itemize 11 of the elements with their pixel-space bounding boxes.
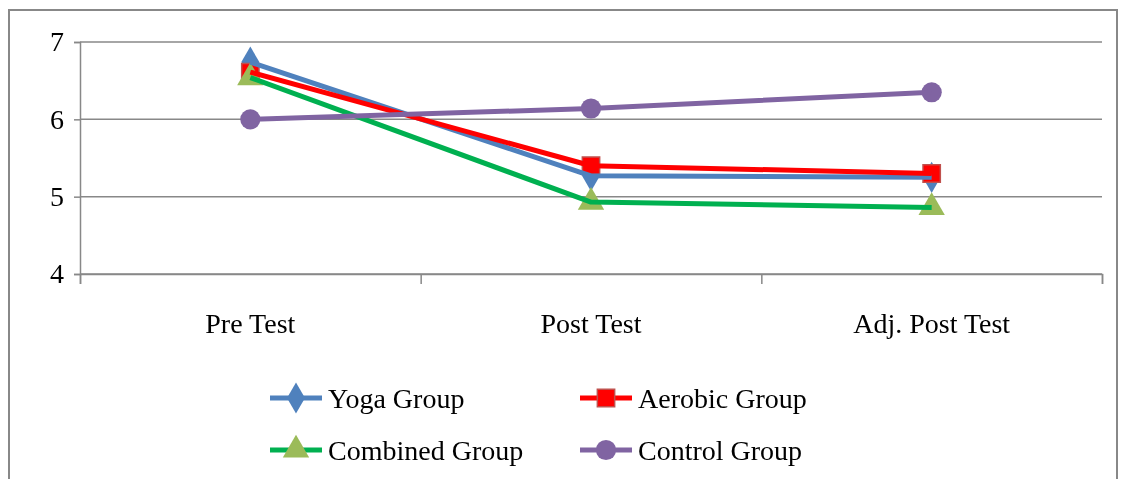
y-tick-label: 7 [50,26,64,58]
y-tick-label: 4 [50,258,64,290]
legend-label: Combined Group [328,435,524,466]
legend-label: Control Group [638,435,803,466]
y-tick-label: 5 [50,181,64,213]
x-tick-label: Post Test [540,308,642,339]
legend-label: Yoga Group [328,383,465,414]
x-tick-label: Adj. Post Test [853,308,1011,339]
y-tick-label: 6 [50,103,64,135]
legend-label: Aerobic Group [638,383,807,414]
x-tick-label: Pre Test [205,308,296,339]
